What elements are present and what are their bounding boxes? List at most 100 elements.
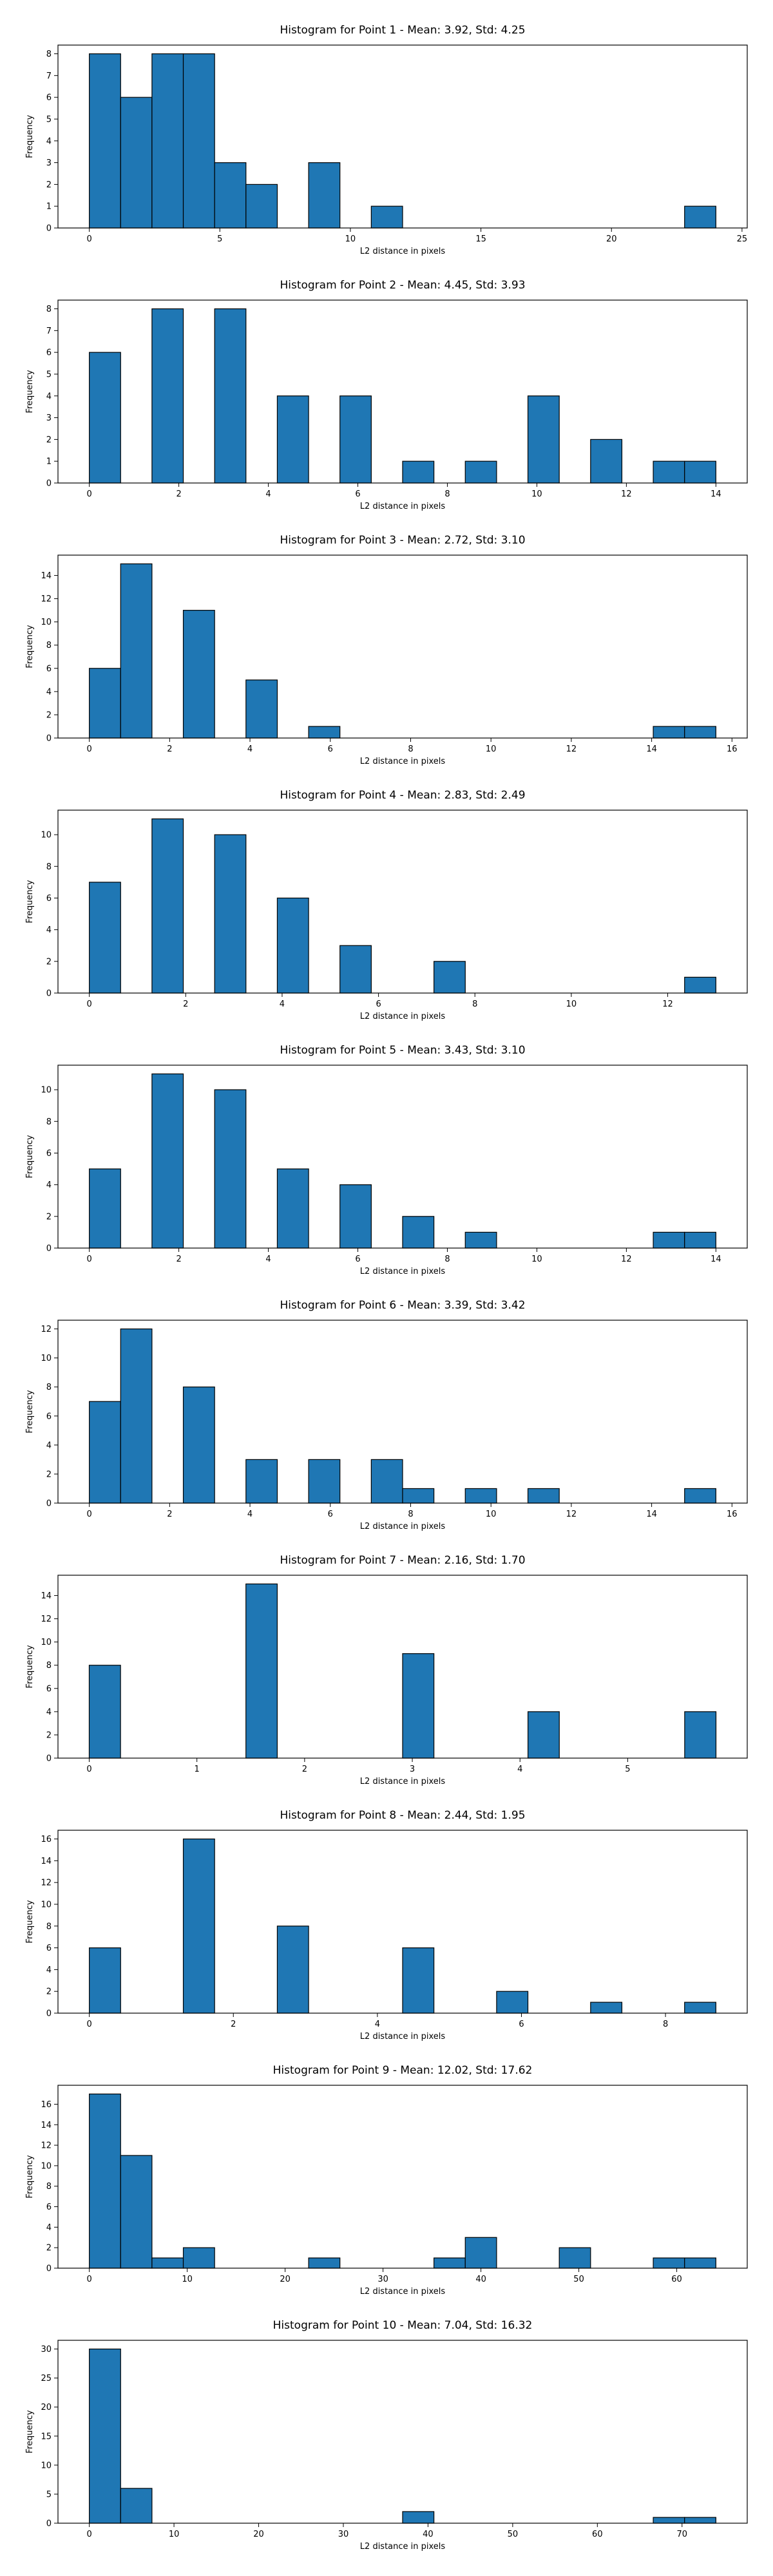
x-axis-label: L2 distance in pixels [360,502,446,511]
plot-frame [57,44,748,229]
y-tick-label: 6 [46,894,52,904]
histogram-bar-7 [276,1926,309,2014]
x-tick-label: 30 [338,2530,349,2539]
plot-frame [57,1065,748,1249]
x-tick-label: 0 [86,1765,91,1774]
x-tick-label: 1 [195,1765,200,1774]
x-axis-label: L2 distance in pixels [360,757,446,766]
histogram-bar-15 [528,1711,560,1759]
histogram-bar-2 [120,2155,153,2269]
y-tick-label: 30 [41,2345,52,2354]
histogram-bar-11 [402,1947,435,2014]
histogram-bar-9 [339,1184,372,1249]
histogram-7: Histogram for Point 7 - Mean: 2.16, Std:… [25,1554,748,1786]
x-tick-label: 10 [169,2530,180,2539]
y-axis-label: Frequency [25,625,35,668]
y-tick-label: 7 [46,327,52,336]
x-tick-label: 6 [355,489,360,499]
x-tick-label: 8 [408,744,413,754]
x-axis-label: L2 distance in pixels [360,1267,446,1276]
histogram-bar-1 [89,1168,121,1249]
x-tick-label: 6 [519,2020,524,2029]
histogram-bar-20 [684,2257,716,2269]
histogram-9: Histogram for Point 9 - Mean: 12.02, Std… [25,2064,748,2297]
histogram-8: Histogram for Point 8 - Mean: 2.44, Std:… [25,1809,748,2041]
histogram-bar-15 [527,395,560,484]
histogram-5: Histogram for Point 5 - Mean: 3.43, Std:… [25,1044,748,1276]
y-tick-label: 2 [46,180,52,190]
histogram-bar-17 [590,439,623,484]
y-tick-label: 14 [41,2121,52,2130]
x-tick-label: 4 [517,1765,522,1774]
histogram-bar-2 [120,97,153,229]
histogram-bar-3 [151,2257,184,2269]
histogram-bar-5 [214,1089,247,1249]
x-tick-label: 6 [376,999,381,1009]
y-tick-label: 4 [46,925,52,935]
chart-title: Histogram for Point 9 - Mean: 12.02, Std… [273,2064,533,2077]
histogram-bar-1 [89,352,121,484]
y-tick-label: 6 [46,93,52,103]
y-tick-label: 6 [46,664,52,674]
y-tick-label: 4 [46,1441,52,1450]
histogram-bar-8 [308,162,341,229]
histogram-bar-20 [684,1231,716,1249]
x-tick-label: 0 [86,744,91,754]
x-tick-label: 20 [606,234,617,244]
y-tick-label: 10 [41,1638,52,1647]
y-tick-label: 4 [46,1707,52,1717]
histogram-bar-1 [89,668,121,739]
histogram-bar-20 [684,726,716,739]
x-tick-label: 16 [727,744,738,754]
y-tick-label: 8 [46,641,52,650]
histogram-bar-4 [182,53,215,229]
x-tick-label: 0 [86,2530,91,2539]
y-tick-label: 2 [46,435,52,445]
histogram-bar-11 [402,1653,435,1759]
y-tick-label: 4 [46,1180,52,1190]
y-tick-label: 6 [46,1149,52,1159]
histogram-bar-6 [245,1583,278,1759]
histogram-bar-13 [464,1488,497,1504]
y-tick-label: 8 [46,862,52,872]
x-tick-label: 6 [328,1510,333,1519]
histogram-bar-20 [684,976,716,994]
histogram-2: Histogram for Point 2 - Mean: 4.45, Std:… [25,279,748,511]
x-tick-label: 4 [265,1255,271,1264]
y-tick-label: 16 [41,2100,52,2110]
y-tick-label: 0 [46,989,52,999]
y-axis-label: Frequency [25,1645,35,1688]
chart-title: Histogram for Point 6 - Mean: 3.39, Std:… [280,1299,525,1312]
x-tick-label: 5 [625,1765,630,1774]
x-tick-label: 0 [86,234,91,244]
histogram-bar-1 [89,1947,121,2014]
histogram-bar-1 [89,1401,121,1504]
histogram-bar-8 [308,726,341,739]
histogram-bar-11 [402,1216,435,1249]
x-tick-label: 8 [472,999,477,1009]
y-tick-label: 1 [46,457,52,467]
y-tick-label: 8 [46,1922,52,1931]
x-axis-label: L2 distance in pixels [360,1012,446,1021]
x-tick-label: 0 [86,2275,91,2284]
histogram-bar-11 [402,460,435,484]
histogram-bar-10 [370,205,403,229]
y-tick-label: 12 [41,1615,52,1624]
y-axis-label: Frequency [25,2155,35,2198]
y-tick-label: 4 [46,1965,52,1975]
y-tick-label: 2 [46,2244,52,2253]
y-axis-label: Frequency [25,880,35,923]
x-axis-label: L2 distance in pixels [360,1777,446,1786]
x-tick-label: 2 [183,999,188,1009]
x-tick-label: 60 [592,2530,603,2539]
y-tick-label: 0 [46,734,52,744]
x-tick-label: 2 [231,2020,236,2029]
y-tick-label: 4 [46,2223,52,2233]
histogram-bar-20 [684,2517,716,2524]
histogram-bar-19 [653,2257,685,2269]
histogram-bar-1 [89,2348,121,2524]
histogram-bar-20 [684,1488,716,1504]
histogram-3: Histogram for Point 3 - Mean: 2.72, Std:… [25,534,748,766]
y-tick-label: 3 [46,158,52,168]
y-tick-label: 4 [46,137,52,146]
